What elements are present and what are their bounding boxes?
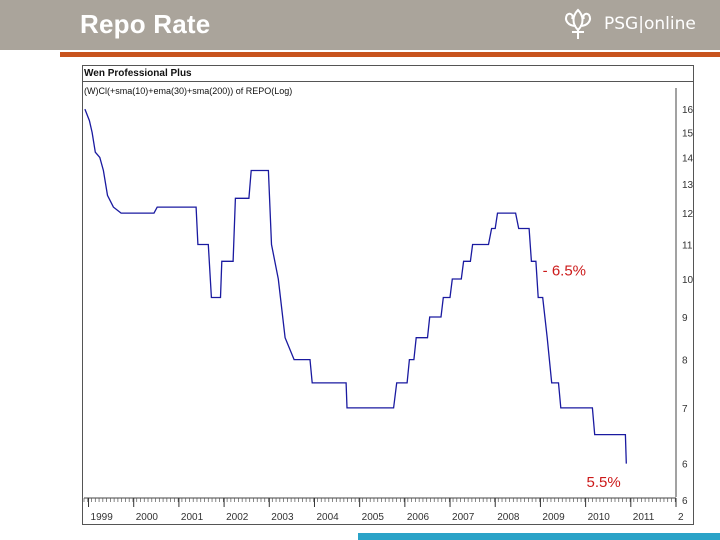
x-tick-label: 2007 — [452, 512, 475, 523]
x-tick-label: 2010 — [588, 512, 611, 523]
x-axis: 1999 2000 2001 2002 2003 2004 2005 2006 2007 2008… — [83, 497, 684, 523]
x-tick-label: 2 — [678, 512, 684, 523]
x-tick-label: 1999 — [91, 512, 114, 523]
y-tick-label: 6 — [682, 460, 688, 471]
x-tick-label: 2011 — [633, 512, 655, 523]
y-tick-label: 14 — [682, 153, 694, 164]
accent-bar — [358, 533, 720, 540]
y-axis: 16 15 14 13 12 11 10 9 8 7 6 6 — [675, 88, 694, 507]
chart-frame — [82, 65, 694, 525]
y-tick-label: 12 — [682, 209, 694, 220]
y-tick-label: 10 — [682, 275, 694, 286]
page-title: Repo Rate — [80, 9, 211, 39]
chart-formula: (W)Cl(+sma(10)+ema(30)+sma(200)) of REPO… — [84, 86, 293, 96]
y-tick-label: 11 — [682, 241, 693, 252]
y-tick-label: 8 — [682, 356, 688, 367]
logo: PSG|online — [558, 6, 696, 42]
header-bar — [0, 0, 720, 50]
chart-panel-name: Wen Professional Plus — [84, 68, 192, 79]
x-tick-label: 2000 — [136, 512, 159, 523]
annotation-current-rate: - 6.5% — [543, 262, 586, 279]
header-rule — [60, 52, 720, 57]
x-tick-label: 2005 — [362, 512, 385, 523]
y-tick-label: 9 — [682, 313, 688, 324]
y-tick-label: 15 — [682, 128, 694, 139]
y-tick-label: 13 — [682, 180, 694, 191]
x-tick-label: 2009 — [542, 512, 565, 523]
fleur-de-lis-icon — [565, 8, 591, 39]
x-tick-label: 2001 — [181, 512, 204, 523]
logo-text: PSG|online — [604, 14, 696, 34]
repo-rate-series-line — [84, 108, 627, 464]
annotations: - 6.5% 5.5% — [543, 262, 621, 491]
x-tick-label: 2003 — [271, 512, 294, 523]
y-tick-label: 6 — [682, 496, 688, 507]
y-tick-label: 7 — [682, 404, 688, 415]
chart-panel-divider — [83, 81, 693, 82]
x-tick-label: 2008 — [497, 512, 520, 523]
x-tick-label: 2004 — [316, 512, 339, 523]
annotation-projected-rate: 5.5% — [587, 474, 621, 491]
x-tick-label: 2006 — [407, 512, 430, 523]
y-tick-label: 16 — [682, 105, 694, 116]
x-tick-label: 2002 — [226, 512, 249, 523]
series-group — [84, 108, 627, 464]
